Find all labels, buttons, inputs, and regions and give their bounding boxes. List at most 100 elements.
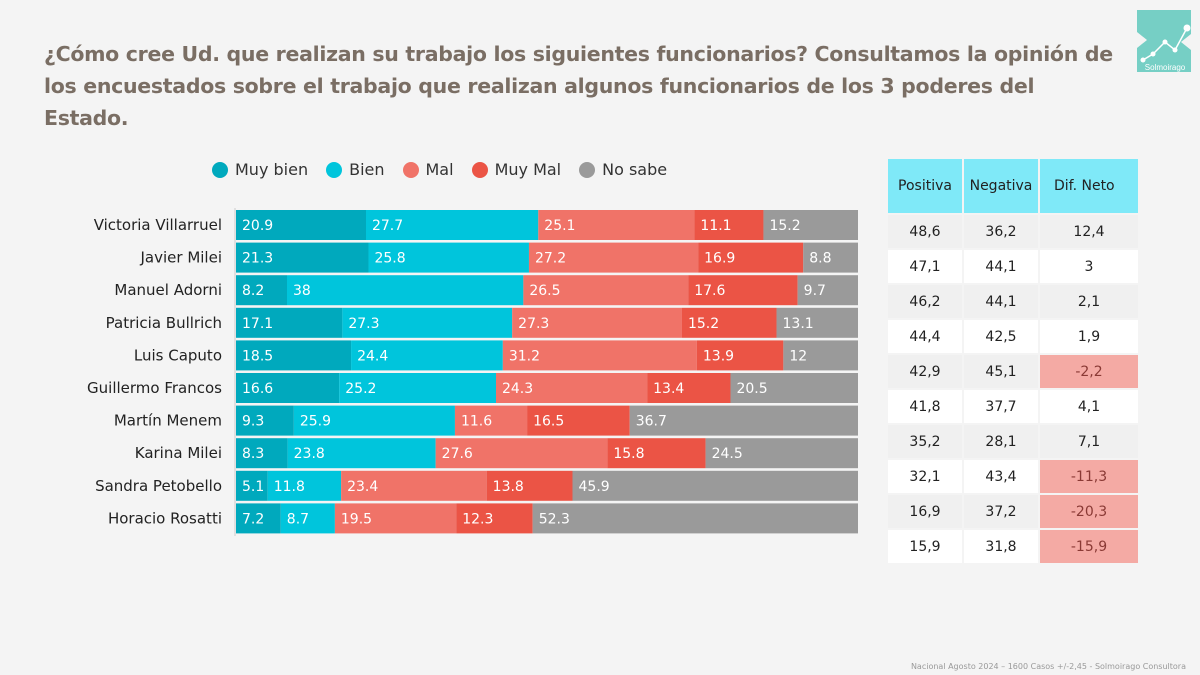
bar-segment-mal <box>341 470 487 501</box>
data-label: 17.6 <box>694 283 725 299</box>
header-dif-neto: Dif. Neto <box>1040 159 1138 213</box>
bar-segment-no-sabe <box>776 307 858 338</box>
category-label: Luis Caputo <box>134 346 222 364</box>
bar-segment-no-sabe <box>783 340 858 371</box>
bar-segment-mal <box>538 210 695 240</box>
data-label: 27.7 <box>372 218 403 234</box>
negativa-cell: 43,4 <box>964 460 1038 493</box>
data-label: 16.9 <box>704 251 735 267</box>
legend-label: Muy bien <box>235 160 309 179</box>
data-label: 8.3 <box>242 446 264 462</box>
data-label: 23.8 <box>294 446 325 462</box>
bar-segment-mal <box>435 438 608 469</box>
data-label: 20.9 <box>242 218 273 234</box>
bar-segment-muy-bien <box>236 340 352 371</box>
bar-segment-no-sabe <box>803 242 858 273</box>
bar-segment-muy-mal <box>486 470 573 501</box>
positiva-cell: 41,8 <box>888 390 962 423</box>
negativa-cell: 36,2 <box>964 215 1038 248</box>
data-label: 18.5 <box>242 348 273 364</box>
dif-neto-cell: 1,9 <box>1040 320 1138 353</box>
data-label: 11.6 <box>461 414 492 430</box>
table-row: 46,2 44,1 2,1 <box>888 285 1138 318</box>
dif-neto-cell: 3 <box>1040 250 1138 283</box>
bar-segment-muy-mal <box>688 275 798 306</box>
data-label: 8.2 <box>242 283 264 299</box>
negativa-cell: 44,1 <box>964 250 1038 283</box>
table-row: 42,9 45,1 -2,2 <box>888 355 1138 388</box>
category-label: Patricia Bullrich <box>106 314 222 332</box>
data-label: 27.2 <box>535 251 566 267</box>
bar-segment-muy-mal <box>681 307 777 338</box>
bar-segment-mal <box>495 373 648 403</box>
table-row: 16,9 37,2 -20,3 <box>888 495 1138 528</box>
data-label: 9.3 <box>242 414 264 430</box>
negativa-cell: 45,1 <box>964 355 1038 388</box>
bar-segment-no-sabe <box>572 470 858 501</box>
legend-item: No sabe <box>579 160 667 179</box>
bar-segment-muy-bien <box>236 210 366 240</box>
bar-segment-muy-bien <box>236 405 294 436</box>
positiva-cell: 46,2 <box>888 285 962 318</box>
bar-segment-bien <box>351 340 503 371</box>
bar-segment-bien <box>287 275 524 306</box>
bar-segment-bien <box>368 242 529 273</box>
data-label: 16.6 <box>242 381 273 397</box>
bar-segment-muy-bien <box>236 275 288 306</box>
bar-segment-muy-bien <box>236 373 340 403</box>
header-positiva: Positiva <box>888 159 962 213</box>
bar-segment-muy-mal <box>527 405 630 436</box>
category-label: Guillermo Francos <box>87 379 222 397</box>
dif-neto-cell: 12,4 <box>1040 215 1138 248</box>
data-label: 23.4 <box>347 479 378 495</box>
category-label: Karina Milei <box>135 444 222 462</box>
category-label: Martín Menem <box>114 412 222 430</box>
legend-label: No sabe <box>602 160 668 179</box>
legend-swatch <box>579 161 596 178</box>
data-label: 15.2 <box>769 218 800 234</box>
data-label: 24.5 <box>712 446 743 462</box>
legend-swatch <box>212 161 228 178</box>
data-label: 17.1 <box>242 316 273 332</box>
data-label: 8.8 <box>809 251 831 267</box>
data-label: 13.4 <box>653 381 684 397</box>
data-label: 21.3 <box>242 251 273 267</box>
legend-label: Bien <box>349 160 385 179</box>
positiva-cell: 47,1 <box>888 250 962 283</box>
bar-segment-bien <box>267 470 342 501</box>
legend-item: Muy bien <box>212 160 308 179</box>
data-label: 36.7 <box>636 414 667 430</box>
bar-segment-no-sabe <box>705 438 858 469</box>
bar-segment-muy-mal <box>698 242 804 273</box>
category-label: Javier Milei <box>140 249 223 267</box>
bar-segment-bien <box>365 210 539 240</box>
data-label: 8.7 <box>287 511 309 527</box>
negativa-cell: 37,7 <box>964 390 1038 423</box>
data-label: 45.9 <box>579 479 610 495</box>
bar-segment-mal <box>454 405 528 436</box>
bar-segment-muy-mal <box>694 210 764 240</box>
legend-swatch <box>326 161 343 178</box>
data-label: 25.8 <box>374 251 405 267</box>
negativa-cell: 37,2 <box>964 495 1038 528</box>
bar-segment-mal <box>502 340 697 371</box>
data-label: 12 <box>789 348 807 364</box>
positiva-cell: 35,2 <box>888 425 962 458</box>
data-label: 12.3 <box>462 511 493 527</box>
bar-segment-bien <box>280 503 335 534</box>
positiva-cell: 48,6 <box>888 215 962 248</box>
dif-neto-cell: 7,1 <box>1040 425 1138 458</box>
negativa-cell: 44,1 <box>964 285 1038 318</box>
legend-swatch <box>471 161 488 178</box>
negativa-cell: 31,8 <box>964 530 1038 563</box>
page-title: ¿Cómo cree Ud. que realizan su trabajo l… <box>44 42 1113 130</box>
data-label: 13.8 <box>493 479 524 495</box>
data-label: 15.8 <box>613 446 644 462</box>
data-label: 27.3 <box>518 316 549 332</box>
dif-neto-cell: -15,9 <box>1040 530 1138 563</box>
chart-legend: Muy bien Bien Mal Muy Mal No sabe <box>212 160 667 179</box>
table-row: 47,1 44,1 3 <box>888 250 1138 283</box>
bar-segment-muy-bien <box>236 242 369 273</box>
table-row: 15,9 31,8 -15,9 <box>888 530 1138 563</box>
